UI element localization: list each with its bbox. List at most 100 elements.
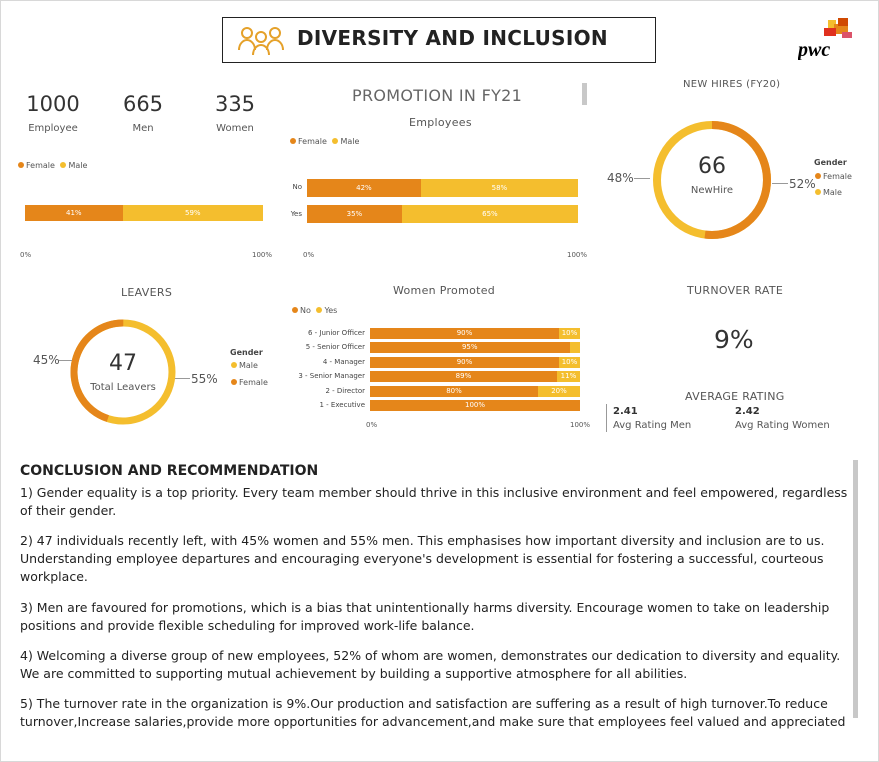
bar-no-2: 90%	[370, 356, 559, 368]
category-label-1: 5 - Senior Officer	[305, 343, 365, 352]
bar-yes-3: 11%	[556, 371, 580, 383]
bar-no-0: 90%	[370, 328, 559, 339]
conclusion-scrollbar[interactable]	[853, 460, 858, 718]
yes-legend-label: Yes	[324, 306, 338, 315]
axis-max-label: 100%	[252, 251, 273, 259]
kpi-women-label: Women	[216, 123, 254, 134]
male-legend-dot	[332, 138, 339, 144]
bar-no-4: 80%	[370, 385, 538, 397]
promotion-category-no: No	[292, 183, 302, 191]
rating-women-label: Avg Rating Women	[735, 420, 830, 431]
conclusion-paragraph-5: 5) The turnover rate in the organization…	[20, 696, 846, 729]
women-promoted-categories: 6 - Junior Officer 5 - Senior Officer 4 - …	[250, 328, 365, 414]
rating-men-value: 2.41	[613, 406, 638, 417]
bar-yes-0: 10%	[559, 328, 580, 339]
category-label-5: 1 - Executive	[319, 401, 365, 409]
leavers-donut	[70, 319, 176, 425]
new-hires-right-pct: 52%	[789, 177, 816, 191]
male-legend-dot	[60, 162, 67, 168]
male-legend-dot	[231, 362, 237, 368]
new-hires-legend-female: Female	[815, 172, 852, 181]
rating-women-value: 2.42	[735, 406, 760, 417]
new-hires-gender-title: Gender	[814, 158, 847, 167]
promotion-category-yes: Yes	[290, 210, 302, 218]
no-legend-dot	[292, 307, 298, 313]
turnover-title: TURNOVER RATE	[687, 284, 784, 297]
category-label-4: 2 - Director	[325, 386, 365, 395]
female-legend-label: Female	[26, 161, 55, 170]
women-promoted-bar-chart: 90% 10% 95% 90% 10% 89% 11% 80% 20% 100%	[370, 328, 580, 414]
promotion-title: PROMOTION IN FY21	[352, 86, 523, 105]
female-legend-dot	[231, 379, 237, 385]
conclusion-title: CONCLUSION AND RECOMMENDATION	[20, 463, 319, 479]
leavers-value: 47	[109, 351, 137, 376]
male-legend-label: Male	[340, 137, 360, 146]
conclusion-paragraph-3: 3) Men are favoured for promotions, whic…	[20, 600, 830, 633]
new-hires-title: NEW HIRES (FY20)	[683, 79, 781, 90]
kpi-employee-label: Employee	[28, 123, 78, 134]
pwc-logo: pwc	[798, 18, 852, 60]
gender-legend-2: Female Male	[290, 137, 359, 146]
bar-male-0: 59%	[122, 205, 263, 221]
axis-max-label: 100%	[567, 251, 588, 259]
people-icon	[238, 27, 284, 56]
bar-male-1: 65%	[401, 205, 578, 223]
gender-legend-1: Female Male	[18, 161, 87, 170]
leavers-legend-female: Female	[231, 378, 268, 387]
leader-line	[175, 378, 190, 379]
new-hires-left-pct: 48%	[607, 171, 634, 185]
female-legend-dot	[290, 138, 296, 144]
new-hires-label: NewHire	[690, 185, 734, 196]
bar-no-3: 89%	[370, 371, 557, 383]
axis-min-label: 0%	[303, 251, 315, 259]
leavers-gender-title: Gender	[230, 348, 263, 357]
title-box: DIVERSITY AND INCLUSION	[222, 17, 656, 63]
bar-female-1: 35%	[307, 205, 402, 223]
bar-female-0: 41%	[25, 205, 123, 221]
category-label-0: 6 - Junior Officer	[307, 329, 365, 337]
bar-yes-4: 20%	[538, 385, 580, 397]
leavers-label: Total Leavers	[90, 382, 156, 393]
yes-legend-dot	[316, 307, 323, 313]
bar-yes-2: 10%	[559, 356, 580, 368]
svg-text:pwc: pwc	[798, 39, 830, 60]
turnover-value: 9%	[714, 325, 754, 354]
bar-no-1: 95%	[370, 342, 570, 354]
new-hires-donut	[653, 121, 771, 239]
kpi-employee-value: 1000	[26, 92, 80, 116]
bar-female-0: 42%	[307, 179, 421, 197]
category-label-2: 4 - Manager	[322, 357, 365, 366]
female-legend-dot	[18, 162, 24, 168]
leader-line	[772, 183, 788, 184]
kpi-men-value: 665	[122, 92, 164, 116]
rating-divider	[606, 404, 607, 432]
conclusion-paragraph-4: 4) Welcoming a diverse group of new empl…	[20, 648, 841, 681]
leavers-legend-male: Male	[231, 361, 258, 370]
category-label-3: 3 - Senior Manager	[298, 372, 365, 381]
rating-title: AVERAGE RATING	[685, 390, 785, 403]
female-legend-dot	[815, 173, 821, 179]
leavers-right-pct: 55%	[191, 372, 218, 386]
rating-men-label: Avg Rating Men	[613, 420, 692, 431]
bar-male-0: 58%	[420, 179, 578, 197]
bar-yes-1	[569, 342, 580, 354]
promotion-subtitle: Employees	[409, 116, 472, 129]
new-hires-female-arc	[653, 121, 771, 239]
male-legend-label: Male	[68, 161, 88, 170]
promotion-scrollbar[interactable]	[582, 83, 587, 105]
promotion-bar-chart: 42% 58% 35% 65%	[307, 179, 578, 224]
conclusion-paragraph-1: 1) Gender equality is a top priority. Ev…	[20, 485, 848, 518]
bar-no-5: 100%	[370, 400, 580, 411]
women-promoted-title: Women Promoted	[393, 284, 496, 297]
female-legend-label: Female	[298, 137, 327, 146]
kpi-women-value: 335	[214, 92, 256, 116]
leavers-left-pct: 45%	[33, 353, 60, 367]
axis-min-label: 0%	[20, 251, 32, 259]
new-hires-value: 66	[698, 154, 726, 179]
gender-bar-chart: 41% 59%	[25, 205, 263, 221]
axis-max-label: 100%	[570, 421, 591, 429]
leader-line	[634, 178, 650, 179]
no-legend-label: No	[300, 306, 311, 315]
leader-line	[59, 360, 72, 361]
yes-no-legend: No Yes	[292, 306, 337, 315]
